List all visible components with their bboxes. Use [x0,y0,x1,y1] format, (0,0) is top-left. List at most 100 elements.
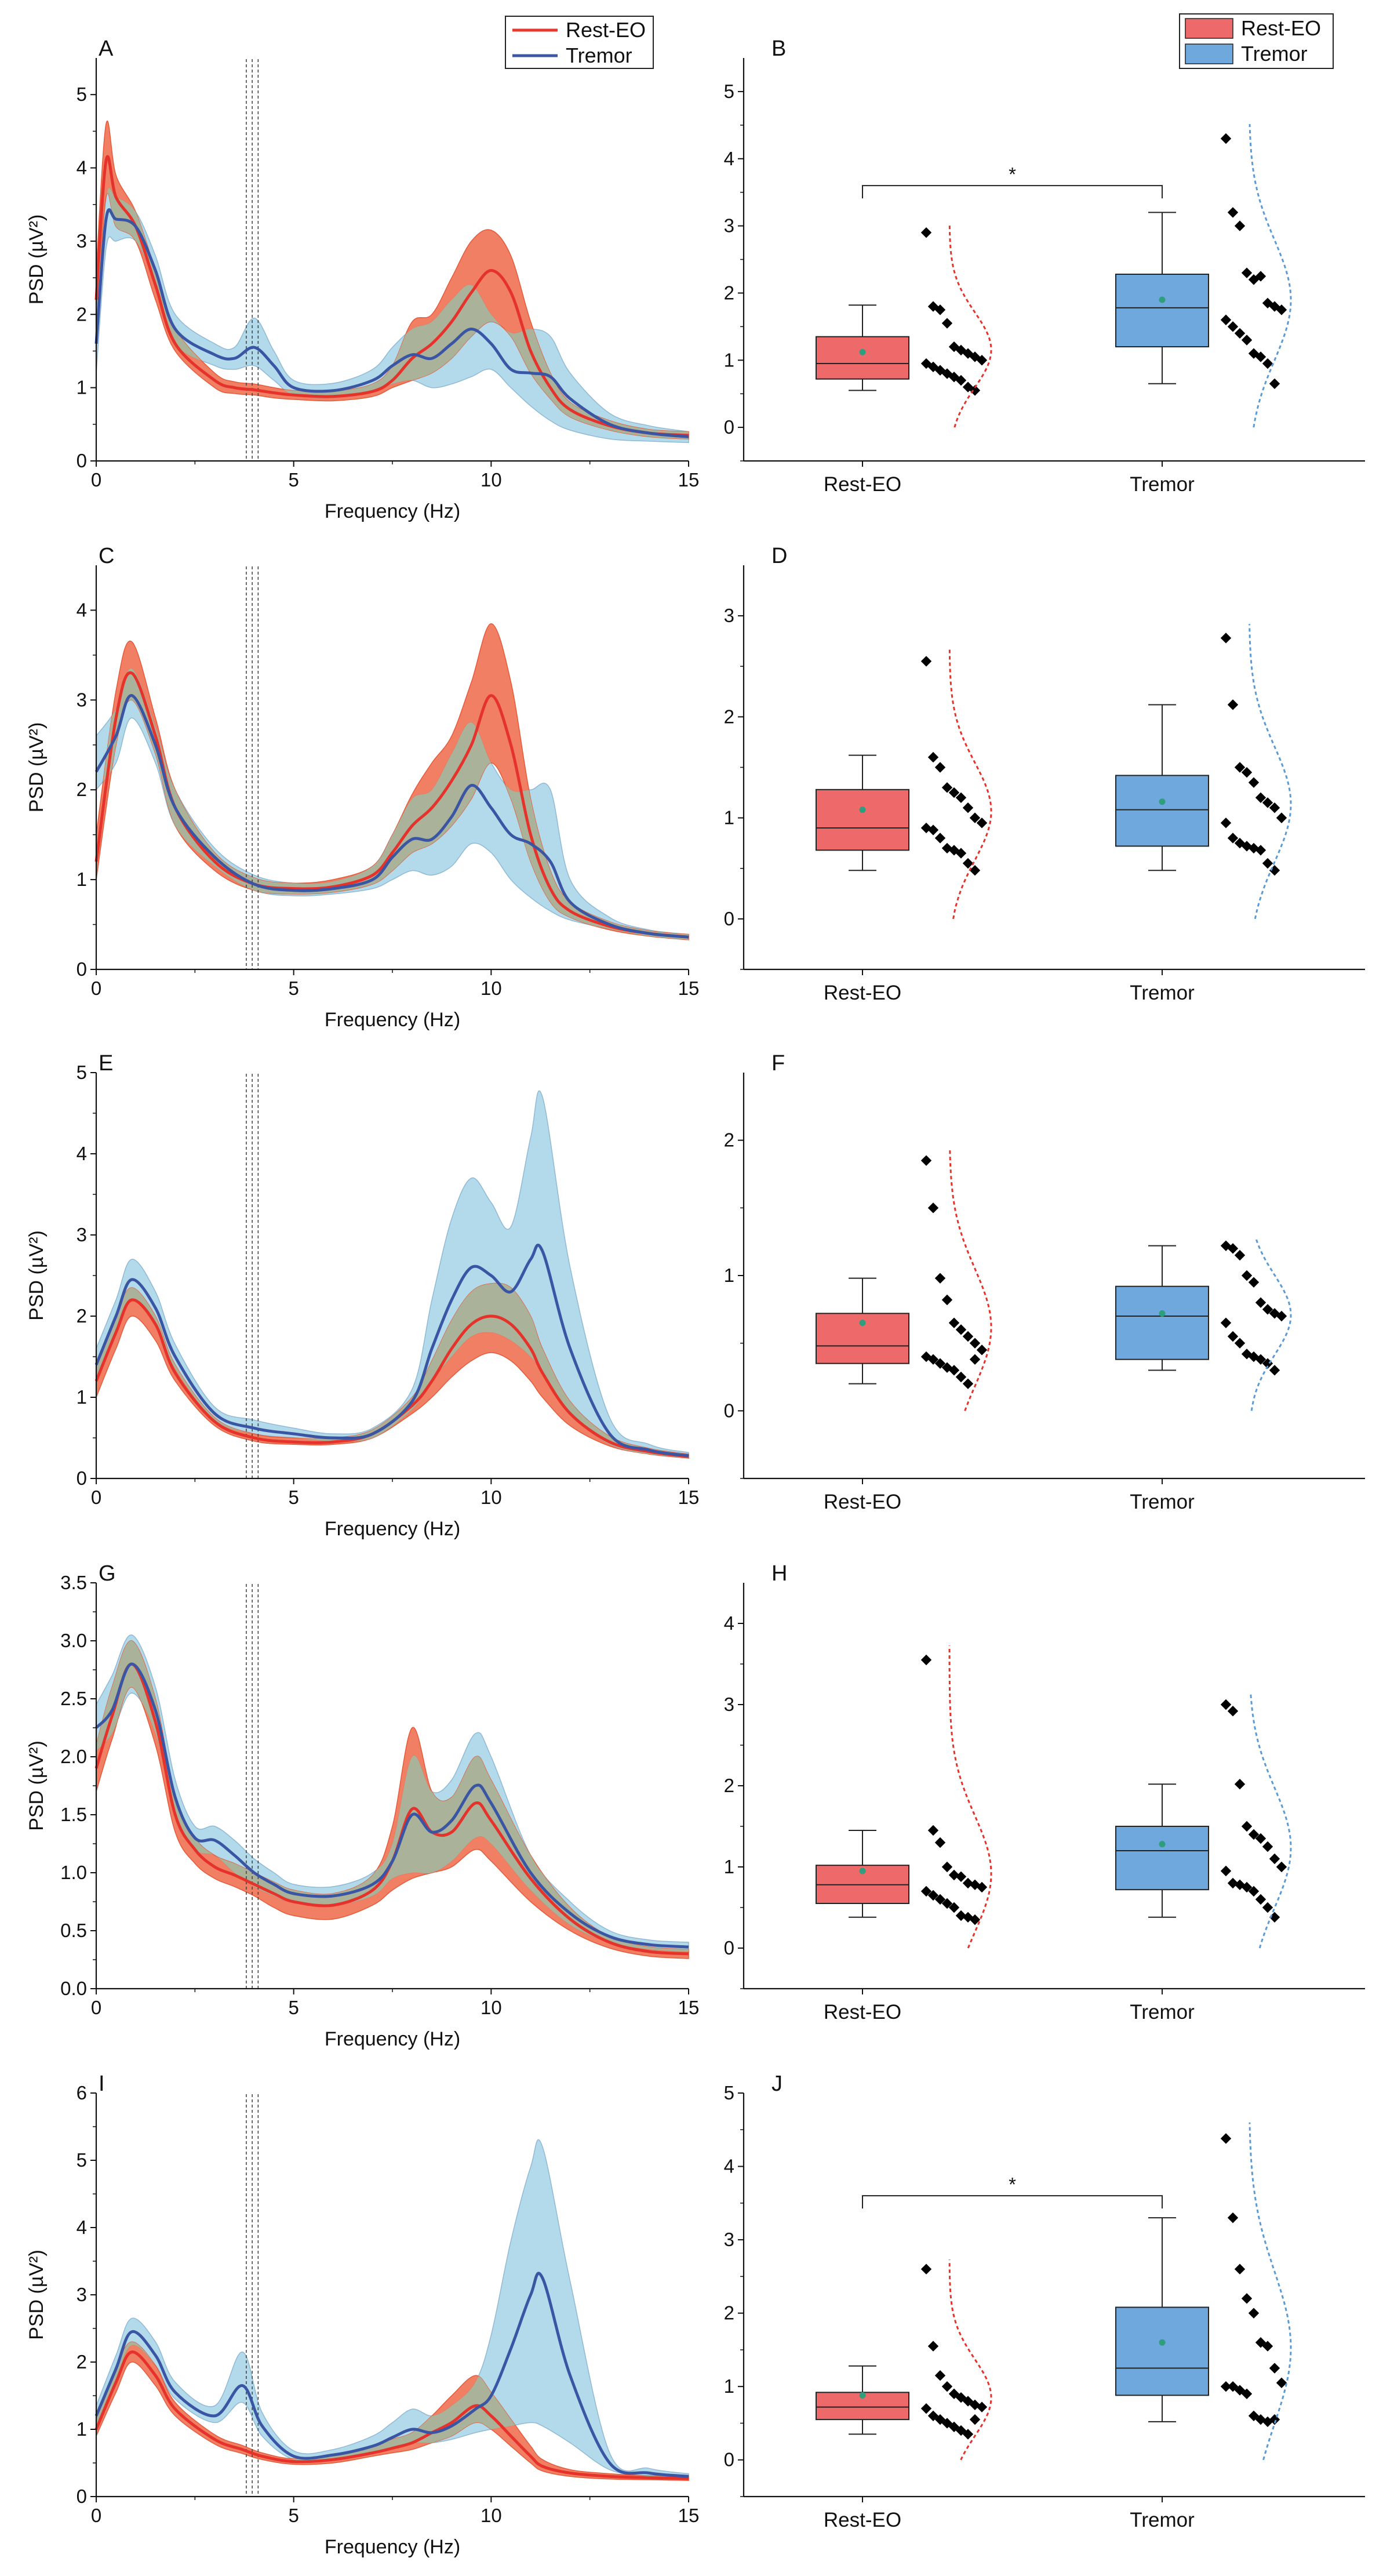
data-point [941,1861,953,1873]
data-point [1269,1365,1280,1376]
significance-star: * [1009,2174,1016,2195]
data-point [1255,1894,1266,1905]
y-tick-label: 2 [77,1305,87,1327]
y-tick-label: 1.5 [60,1804,87,1825]
y-tick-label: 3.5 [60,1572,87,1593]
bracket-line [862,2195,1163,2209]
psd-line-panel-C: 0 1 2 3 4 0 5 10 15 Frequency (Hz) PSD (µV²) C [26,544,699,1031]
data-point [1234,1249,1246,1261]
y-tick-label: 5 [724,2082,734,2103]
data-point [1241,267,1253,278]
data-point [1248,1885,1260,1897]
distribution-curve [948,1645,992,1949]
x-tick-label: 15 [678,2505,700,2526]
data-point [920,656,932,667]
box-group-tremor: Tremor [1115,124,1292,496]
data-point [1269,802,1280,813]
data-point [920,1155,932,1166]
tremor-ci-band [96,1090,689,1459]
box-group-tremor: Tremor [1115,2122,1292,2531]
data-point [1255,845,1266,856]
psd-line-panel-I: 0 1 2 3 4 5 6 0 5 10 15 Frequency (Hz) PSD (µV²) I [26,2072,699,2558]
y-axis-label: PSD (µV²) [26,1230,48,1321]
significance-star: * [1009,164,1016,185]
rest-eo-ci-band [96,623,689,940]
x-tick-label: 10 [481,1997,502,2018]
distribution-curve [948,648,992,920]
data-point [1276,304,1287,315]
data-point [1227,1243,1239,1254]
mean-marker [1159,798,1166,805]
rest-eo-mean-line [94,2350,689,2480]
band-overlap [96,668,689,940]
y-tick-label: 4 [724,148,734,169]
data-point [955,375,967,386]
data-point [1248,777,1260,788]
data-point [955,792,967,803]
x-tick-label: 0 [91,2505,101,2526]
mean-marker [859,348,866,355]
y-tick-label: 1 [77,1386,87,1408]
data-point [941,1898,953,1909]
data-point [1234,2263,1246,2275]
y-tick-label: 3.0 [60,1630,87,1651]
data-point [927,1354,939,1365]
data-point [976,2401,988,2412]
panel-letter: J [771,2072,783,2096]
data-point [1227,1877,1239,1889]
mean-marker [859,806,866,813]
tremor-mean-line [94,2272,689,2478]
psd-line-panel-A: 0 1 2 3 4 5 0 5 10 15 Frequency (Hz) PSD (µV²) A Rest… [26,16,699,522]
x-tick-label: 10 [481,1487,502,1508]
category-label: Rest-EO [824,1491,901,1513]
data-point [927,1890,939,1901]
data-point [1234,1338,1246,1349]
y-tick-label: 3 [77,230,87,252]
data-point [969,1914,981,1925]
panel-letter: D [771,544,787,568]
box-panel-H: 0 1 2 3 4 Rest-EO Tremor H [724,1561,1365,2023]
data-point [1227,207,1239,218]
y-tick-label: 5 [77,1062,87,1083]
data-point [976,355,988,366]
y-tick-label: 1 [724,807,734,829]
data-point [969,812,981,823]
data-point [1248,1829,1260,1840]
x-axis-label: Frequency (Hz) [325,1009,460,1031]
rest-eo-mean-line [94,155,689,437]
data-point [1269,1912,1280,1923]
data-point [969,1338,981,1349]
data-point [1241,767,1253,778]
data-point [1234,762,1246,773]
data-point [1241,2388,1253,2400]
y-tick-label: 3 [77,1224,87,1245]
significance-bracket: * [862,164,1163,199]
data-point [1227,1331,1239,1342]
y-tick-label: 5 [77,83,87,105]
x-axis-label: Frequency (Hz) [325,1518,460,1540]
x-tick-label: 0 [91,1997,101,2018]
data-point [1269,378,1280,389]
data-point [948,787,960,798]
mean-marker [859,2392,866,2399]
mean-marker [1159,296,1166,303]
category-label: Tremor [1130,2509,1195,2531]
y-tick-label: 1 [724,2375,734,2397]
x-tick-label: 5 [288,469,299,491]
y-tick-label: 1 [77,869,87,890]
y-tick-label: 1 [724,1265,734,1286]
y-tick-label: 3 [77,689,87,710]
data-point [962,1331,974,1342]
tremor-ci-band [96,187,689,444]
iqr-box [1115,775,1209,847]
tremor-mean-line [94,1244,689,1458]
data-point [927,824,939,835]
data-point [1241,1821,1253,1832]
mean-marker [1159,1841,1166,1848]
mean-marker [1159,1310,1166,1317]
x-tick-label: 5 [288,1487,299,1508]
y-tick-label: 2 [724,1129,734,1151]
y-tick-label: 2.0 [60,1746,87,1767]
